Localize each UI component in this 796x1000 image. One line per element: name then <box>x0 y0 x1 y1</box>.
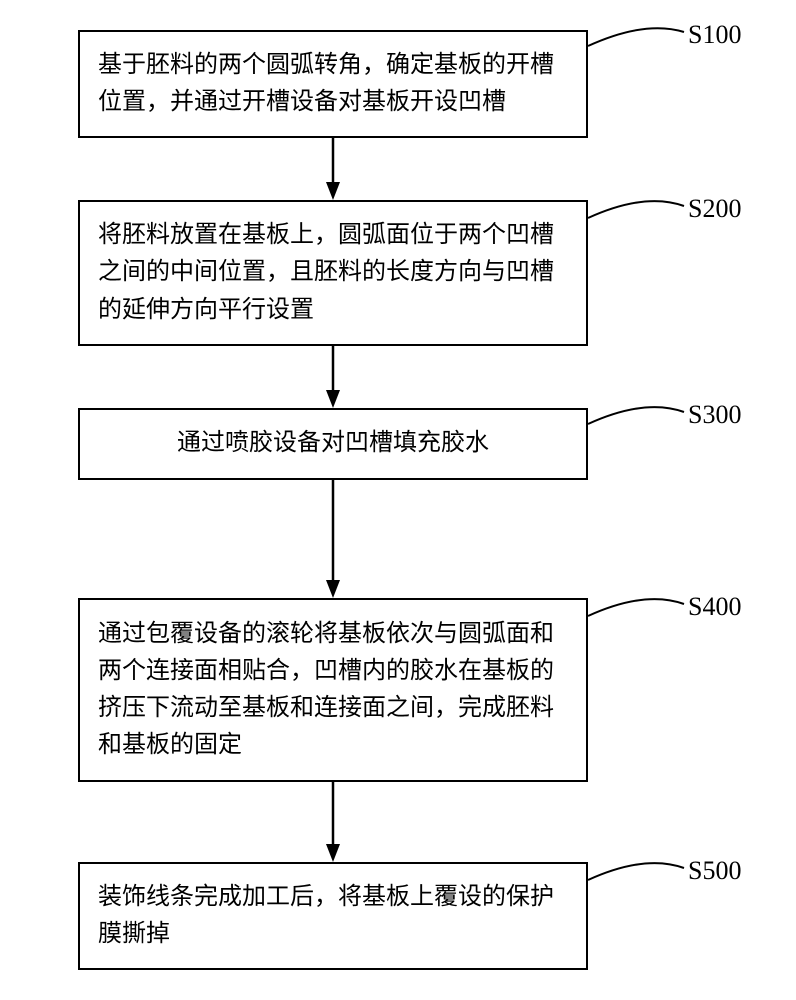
flowchart-arrows <box>0 0 796 1000</box>
